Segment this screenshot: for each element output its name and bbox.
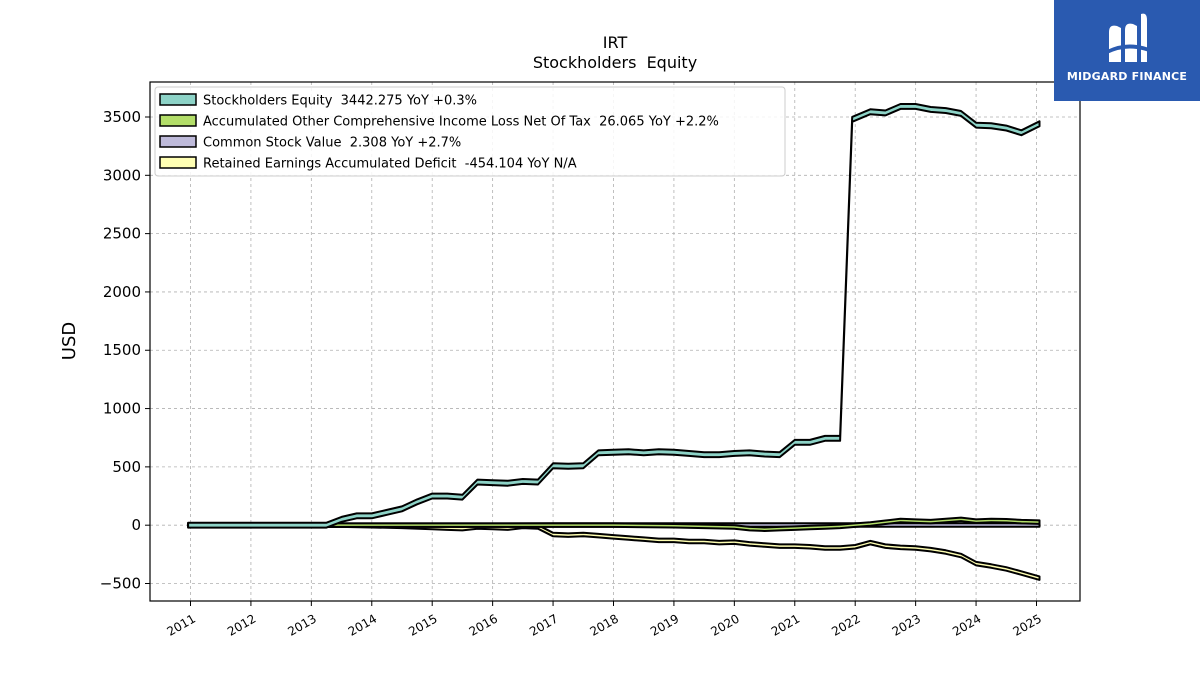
y-tick-label: 1000 [103,400,141,418]
midgard-logo-icon [1107,13,1149,63]
legend: Stockholders Equity 3442.275 YoY +0.3% Ac… [154,86,786,177]
y-tick-label: 2500 [103,225,141,243]
y-tick-label: 1500 [103,341,141,359]
x-tick-label: 2018 [588,611,621,638]
x-tick-label: 2014 [346,611,379,638]
x-tick-label: 2022 [829,611,862,638]
legend-label: Stockholders Equity 3442.275 YoY +0.3% [203,94,477,109]
legend-swatch [159,135,197,148]
x-tick-label: 2016 [467,611,500,638]
y-axis-label: USD [59,322,80,360]
x-tick-label: 2019 [648,611,681,638]
chart-subtitle: Stockholders Equity [533,53,697,72]
x-tick-label: 2012 [225,611,258,638]
y-tick-label: 3500 [103,108,141,126]
y-tick-label: 3000 [103,166,141,184]
x-tick-label: 2023 [890,611,923,638]
series-group [187,103,1041,581]
plot-frame [149,81,1081,602]
y-axis-ticks: −500 0 500 1000 1500 2000 2500 3000 3500 [100,108,150,593]
x-tick-label: 2020 [708,611,741,638]
x-tick-label: 2013 [285,611,318,638]
series-accumulated-other-comprehensive-income-loss-net-of-tax [187,516,1041,532]
series-stockholders-equity [187,103,1041,529]
y-tick-label: 500 [112,458,141,476]
legend-frame [154,86,786,177]
brand-logo: MIDGARD FINANCE [1054,0,1200,101]
legend-label: Accumulated Other Comprehensive Income L… [203,115,719,130]
x-tick-label: 2025 [1011,611,1044,638]
series-retained-earnings-accumulated-deficit [187,522,1041,581]
x-tick-label: 2015 [406,611,439,638]
x-tick-label: 2011 [165,611,198,638]
legend-swatch [159,114,197,127]
y-tick-label: −500 [100,575,141,593]
x-tick-label: 2021 [769,611,802,638]
y-tick-label: 2000 [103,283,141,301]
legend-swatch [159,93,197,106]
x-tick-label: 2024 [950,611,983,638]
x-tick-label: 2017 [527,611,560,638]
legend-label: Retained Earnings Accumulated Deficit -4… [203,157,577,172]
legend-label: Common Stock Value 2.308 YoY +2.7% [203,136,461,151]
x-axis-ticks: 2011 2012 2013 2014 2015 2016 2017 2018 2019 2020… [165,601,1044,639]
y-tick-label: 0 [131,516,141,534]
chart-title: IRT [603,33,628,52]
logo-wordmark: MIDGARD FINANCE [1066,70,1188,83]
legend-swatch [159,156,197,169]
